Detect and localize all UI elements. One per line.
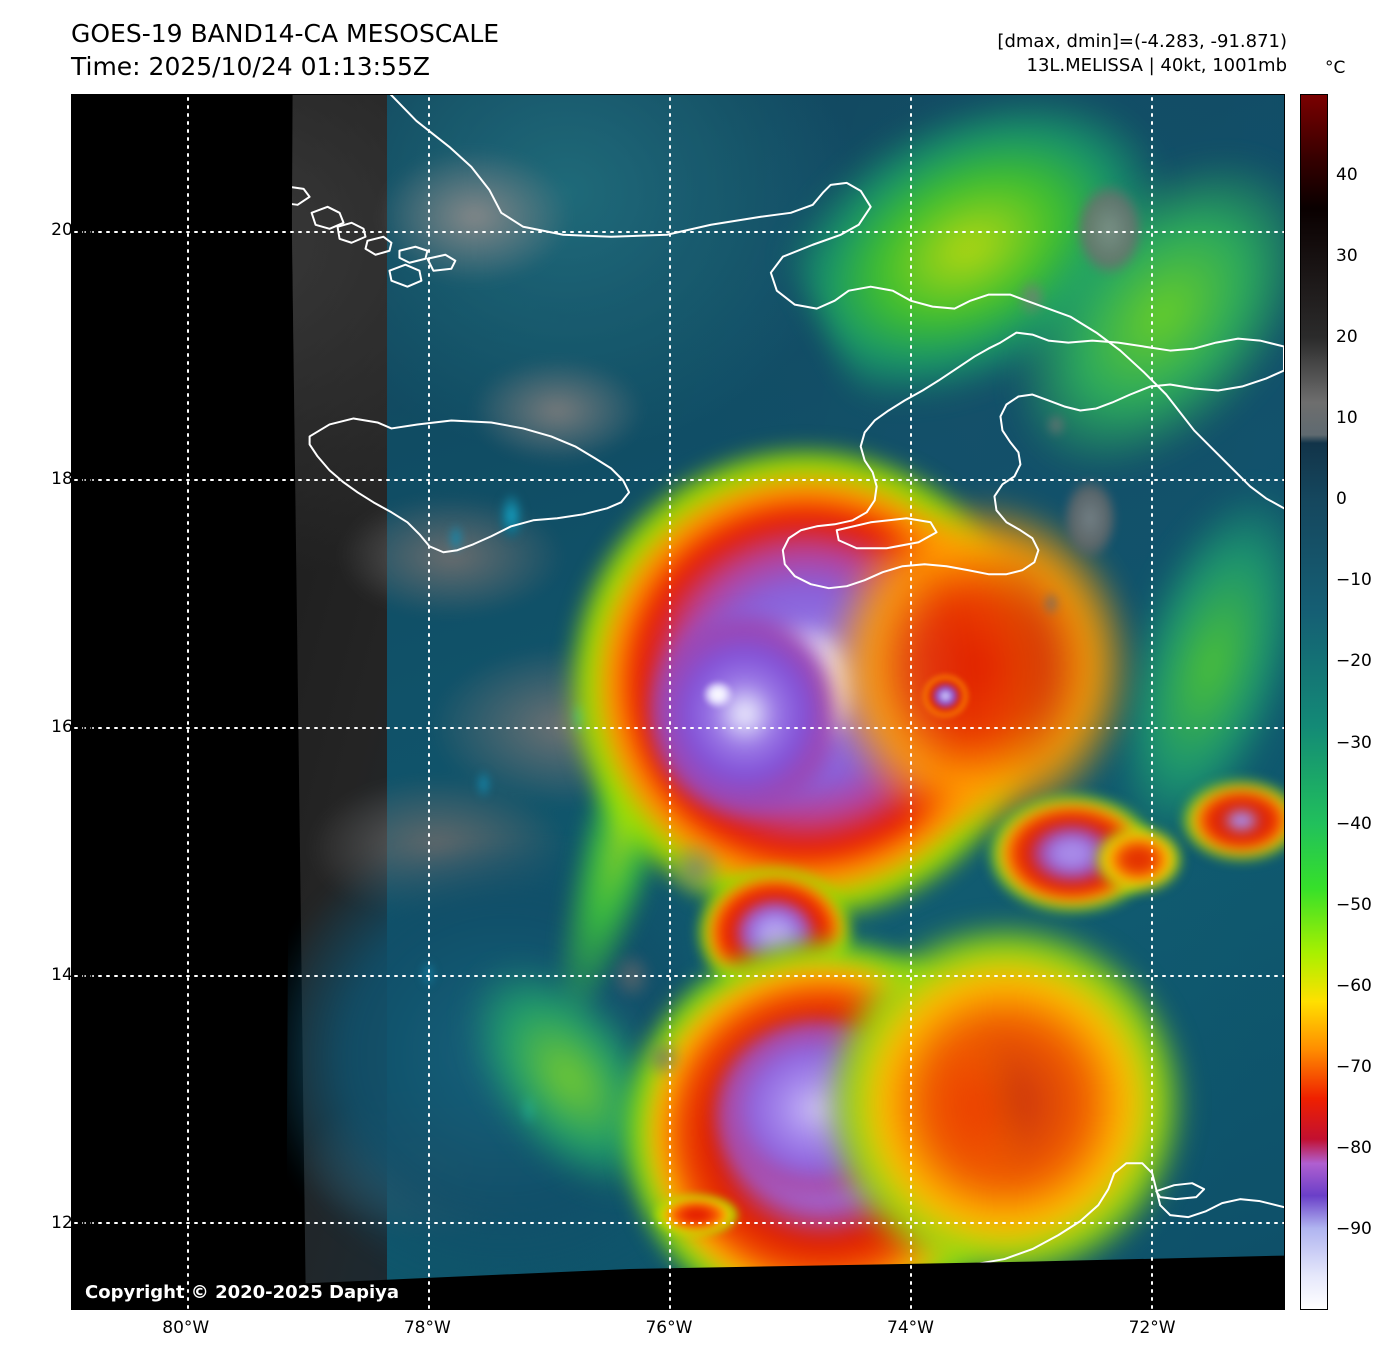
gridline-lat-20 <box>72 231 1284 234</box>
coastline-island-arc-4 <box>364 235 393 256</box>
colorbar-tick-30: 30 <box>1336 246 1358 267</box>
gridline-lon-74 <box>910 95 913 1309</box>
plot-timestamp: Time: 2025/10/24 01:13:55Z <box>71 51 430 81</box>
coastline-jamaica <box>308 417 631 554</box>
plot-title: GOES-19 BAND14-CA MESOSCALE <box>71 19 500 48</box>
coastline-island-arc-5 <box>398 245 429 264</box>
colorbar[interactable] <box>1300 94 1328 1310</box>
grey-patches-southwest <box>556 799 824 1115</box>
title-block: GOES-19 BAND14-CA MESOSCALE Time: 2025/1… <box>71 18 499 83</box>
copyright-label: Copyright © 2020-2025 Dapiya <box>85 1282 400 1303</box>
coastline-hispaniola <box>781 331 1284 590</box>
colorbar-gradient <box>1301 95 1327 1309</box>
colorbar-unit-label: °C <box>1325 58 1346 78</box>
metadata-block: [dmax, dmin]=(-4.283, -91.871) 13L.MELIS… <box>997 30 1287 78</box>
gridline-lat-16 <box>72 726 1284 729</box>
x-tick-80W: 80°W <box>162 1318 210 1338</box>
coastline-gonave-island <box>835 517 938 550</box>
grey-island-patches <box>799 119 1284 970</box>
gridline-lon-80 <box>186 95 189 1309</box>
colorbar-tick-minus30: −30 <box>1336 732 1372 753</box>
coastline-island-arc-3 <box>336 221 367 244</box>
x-tick-74W: 74°W <box>887 1318 935 1338</box>
gridline-lon-72 <box>1151 95 1154 1309</box>
colorbar-tick-minus60: −60 <box>1336 975 1372 996</box>
gridline-lat-18 <box>72 479 1284 482</box>
colorbar-tick-0: 0 <box>1336 489 1347 510</box>
southwest-small-cells <box>641 1187 751 1243</box>
colorbar-tick-minus20: −20 <box>1336 651 1372 672</box>
coastline-colombia-inlet <box>1155 1182 1206 1201</box>
x-tick-76W: 76°W <box>645 1318 693 1338</box>
main-cluster-overshoot-top <box>702 680 734 710</box>
colorbar-tick-minus40: −40 <box>1336 813 1372 834</box>
dmax-dmin-label: [dmax, dmin]=(-4.283, -91.871) <box>997 31 1287 52</box>
storm-info-label: 13L.MELISSA | 40kt, 1001mb <box>1026 54 1288 76</box>
satellite-raster <box>72 95 1284 1309</box>
gridline-lat-14 <box>72 974 1284 977</box>
colorbar-tick-10: 10 <box>1336 408 1358 429</box>
satellite-image-plot[interactable]: Copyright © 2020-2025 Dapiya <box>71 94 1285 1310</box>
colorbar-tick-minus50: −50 <box>1336 894 1372 915</box>
y-tick-20N: 20°N <box>51 220 94 241</box>
y-tick-16N: 16°N <box>51 716 94 737</box>
nodata-region-west <box>72 95 293 1309</box>
x-tick-72W: 72°W <box>1128 1318 1176 1338</box>
y-tick-14N: 14°N <box>51 964 94 985</box>
colorbar-tick-minus90: −90 <box>1336 1218 1372 1239</box>
colorbar-tick-20: 20 <box>1336 327 1358 348</box>
coastline-cuba <box>389 95 1284 510</box>
gridline-lat-12 <box>72 1222 1284 1225</box>
colorbar-tick-minus80: −80 <box>1336 1137 1372 1158</box>
gridline-lon-78 <box>427 95 430 1309</box>
gridline-overlay <box>72 95 1284 1309</box>
x-tick-78W: 78°W <box>403 1318 451 1338</box>
coastline-island-arc-2 <box>310 205 345 230</box>
gridline-lon-76 <box>668 95 671 1309</box>
coastline-island-arc-7 <box>426 253 457 272</box>
coastline-overlay <box>130 95 1284 1309</box>
colorbar-tick-minus10: −10 <box>1336 570 1372 591</box>
y-tick-12N: 12°N <box>51 1213 94 1234</box>
y-tick-18N: 18°N <box>51 468 94 489</box>
colorbar-tick-minus70: −70 <box>1336 1056 1372 1077</box>
colorbar-tick-40: 40 <box>1336 165 1358 186</box>
coastline-island-arc-6 <box>388 263 423 288</box>
